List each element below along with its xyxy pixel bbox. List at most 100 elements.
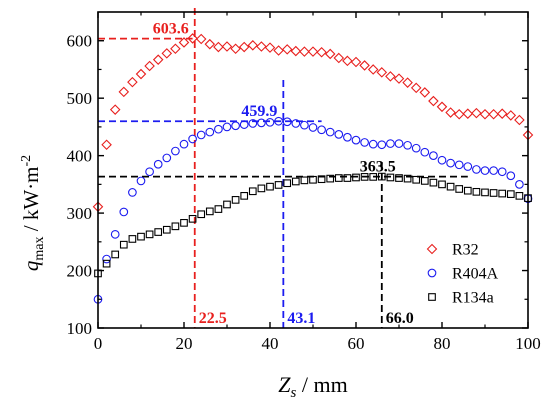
data-point (205, 207, 214, 216)
data-point (135, 68, 147, 80)
data-point (506, 190, 515, 198)
data-point (368, 139, 378, 149)
data-point (505, 110, 517, 121)
y-tick-label: 500 (67, 89, 93, 108)
data-point (299, 46, 310, 57)
data-point (180, 219, 188, 227)
data-point (497, 167, 507, 177)
data-point (395, 174, 403, 182)
data-point (222, 122, 232, 132)
data-point (171, 146, 180, 156)
data-point (283, 179, 292, 188)
y-axis-title-sup: -2 (19, 155, 34, 167)
data-point (247, 40, 259, 51)
data-point (282, 117, 292, 127)
data-point (453, 108, 465, 120)
data-point (386, 173, 395, 182)
y-axis-title: qmax / kW·m-2 (19, 155, 47, 271)
data-point (489, 189, 498, 197)
data-point (213, 41, 224, 53)
data-point (352, 173, 360, 182)
data-point (403, 140, 412, 150)
data-point (137, 232, 145, 241)
data-point (386, 139, 395, 148)
data-point (162, 153, 172, 163)
data-point (238, 41, 250, 53)
y-axis-title-unit: / kW·m (19, 167, 43, 237)
data-point (127, 76, 138, 88)
data-point (265, 117, 275, 127)
data-point (161, 48, 173, 59)
x-axis-title: Zs / mm (278, 372, 347, 401)
guide-lines (98, 8, 468, 328)
annotation-y-value: 459.9 (241, 103, 277, 120)
data-point (307, 46, 319, 57)
data-point (325, 127, 335, 137)
data-point (188, 134, 197, 144)
data-point (248, 187, 257, 196)
axis-ticks: 0 20 40 60 80 100 100 200 300 400 500 600 (67, 12, 541, 353)
data-point (317, 125, 326, 135)
data-point (359, 60, 370, 71)
series-R404A (93, 116, 533, 304)
data-point (239, 120, 249, 129)
x-axis-title-sub: s (291, 385, 297, 401)
data-point (412, 175, 421, 184)
data-point (197, 210, 206, 219)
x-axis-title-main: Z (278, 372, 291, 397)
data-point (498, 189, 507, 198)
x-tick-label: 0 (94, 334, 103, 353)
annotation-y-value: 603.6 (153, 21, 189, 38)
data-point (281, 44, 293, 55)
data-point (221, 41, 233, 52)
data-point (454, 160, 464, 170)
data-point (257, 118, 266, 128)
legend-label: R134a (452, 290, 494, 307)
legend-marker-R32 (426, 243, 438, 255)
data-point (153, 159, 163, 169)
data-point (515, 180, 524, 189)
data-point (240, 192, 249, 200)
y-tick-label: 300 (67, 204, 93, 223)
data-point (196, 130, 206, 140)
legend: R32 R404A R134a (426, 242, 499, 307)
x-tick-label: 100 (515, 334, 541, 353)
legend-marker-R134a (428, 293, 436, 301)
data-point (506, 171, 516, 181)
data-point (119, 240, 128, 249)
data-point (145, 167, 154, 177)
data-point (118, 86, 130, 98)
data-point (393, 73, 405, 84)
data-point (187, 33, 198, 44)
data-point (343, 174, 352, 182)
data-point (110, 229, 120, 239)
x-axis-title-unit: / mm (296, 372, 347, 397)
data-point (300, 120, 309, 130)
data-point (496, 108, 508, 119)
legend-label: R404A (452, 266, 499, 283)
annotation-x-value: 22.5 (199, 310, 227, 327)
data-point (214, 124, 223, 134)
data-point (111, 250, 120, 259)
y-tick-label: 400 (67, 147, 93, 166)
data-point (350, 56, 362, 68)
data-point (128, 235, 137, 243)
data-point (342, 55, 353, 67)
data-point (411, 143, 421, 153)
data-point (266, 182, 274, 191)
data-point (489, 166, 498, 175)
data-point (152, 54, 164, 65)
data-point (248, 119, 258, 128)
data-point (360, 173, 369, 181)
data-point (102, 259, 111, 268)
data-point (179, 139, 189, 149)
data-point (291, 119, 301, 128)
data-point (230, 43, 241, 55)
data-point (231, 121, 240, 131)
data-point (402, 77, 413, 88)
data-point (343, 132, 352, 142)
data-point (290, 45, 302, 57)
data-point (300, 176, 309, 185)
data-point (154, 228, 163, 236)
legend-marker-R404A (427, 268, 437, 278)
